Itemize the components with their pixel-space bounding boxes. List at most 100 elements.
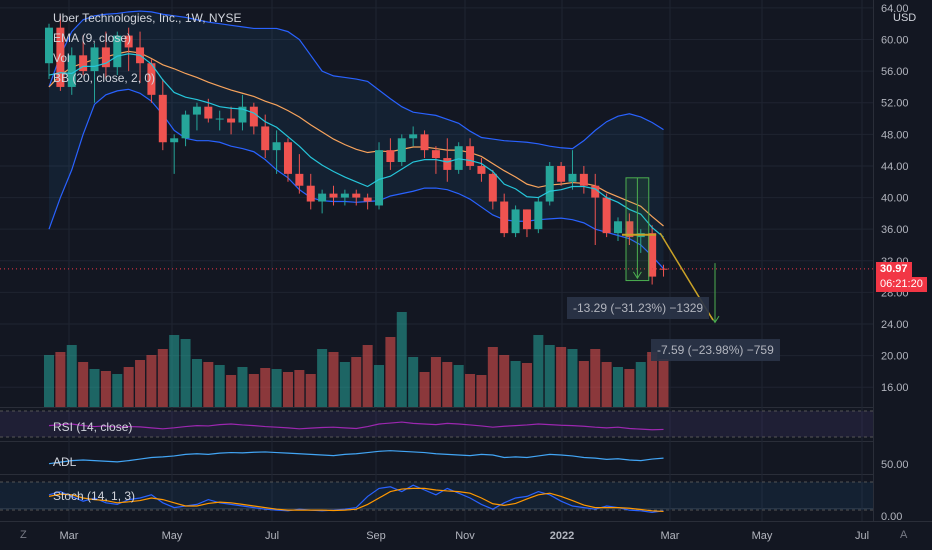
candle[interactable]: [215, 118, 224, 120]
stoch-pane-label[interactable]: Stoch (14, 1, 3): [53, 489, 136, 503]
candle[interactable]: [306, 185, 315, 202]
y-tick-label: 24.00: [881, 319, 909, 331]
stoch-k-line: [48, 484, 664, 514]
volume-bar: [214, 365, 225, 407]
volume-bar: [100, 371, 111, 407]
candle[interactable]: [283, 142, 292, 174]
candle[interactable]: [204, 106, 213, 119]
candle[interactable]: [625, 221, 634, 238]
x-tick-label: Jul: [855, 530, 869, 542]
measure-arrow-head: [632, 271, 642, 280]
candle[interactable]: [466, 146, 475, 166]
volume-bar: [237, 367, 248, 407]
x-tick-label: Jul: [265, 530, 279, 542]
x-tick-label: May: [752, 530, 773, 542]
y-tick-label: 36.00: [881, 224, 909, 236]
candle[interactable]: [170, 138, 179, 143]
candle[interactable]: [79, 55, 88, 72]
candle[interactable]: [522, 209, 531, 230]
volume-bar: [476, 375, 487, 407]
volume-bar: [658, 359, 669, 407]
volume-bar: [328, 352, 339, 407]
last-price-badge: 30.97: [876, 262, 912, 277]
volume-bar: [294, 370, 305, 407]
volume-bar: [169, 335, 180, 407]
candle[interactable]: [56, 27, 65, 87]
candle[interactable]: [67, 55, 76, 87]
chart-title: Uber Technologies, Inc., 1W, NYSE: [53, 11, 242, 25]
volume-bar: [487, 347, 498, 407]
candle[interactable]: [386, 150, 395, 163]
candle[interactable]: [557, 165, 566, 182]
stoch-tick-label: 0.00: [881, 511, 902, 523]
legend-bb[interactable]: BB (20, close, 2, 0): [53, 71, 156, 85]
candle[interactable]: [124, 35, 133, 48]
candle[interactable]: [375, 150, 384, 206]
bar-countdown: 06:21:20: [876, 277, 927, 292]
candle[interactable]: [181, 114, 190, 139]
candle[interactable]: [261, 126, 270, 151]
candle[interactable]: [659, 268, 668, 270]
adl-pane-label[interactable]: ADL: [53, 455, 77, 469]
candle[interactable]: [602, 197, 611, 234]
candle[interactable]: [568, 173, 577, 182]
candle[interactable]: [511, 209, 520, 234]
candle[interactable]: [579, 173, 588, 186]
candle[interactable]: [45, 27, 53, 64]
auto-scale-toggle[interactable]: A: [900, 529, 908, 541]
currency-label[interactable]: USD: [893, 12, 917, 24]
volume-bar: [374, 365, 385, 407]
candle[interactable]: [352, 193, 361, 198]
candle[interactable]: [454, 146, 463, 170]
candle[interactable]: [295, 173, 304, 186]
candle[interactable]: [238, 106, 247, 123]
volume-bar: [157, 349, 168, 407]
candle[interactable]: [227, 118, 236, 123]
volume-bar: [385, 337, 396, 407]
candle[interactable]: [591, 185, 600, 198]
candle[interactable]: [158, 94, 167, 143]
legend-vol[interactable]: Vol: [53, 51, 70, 65]
volume-bar: [613, 367, 623, 407]
volume-bar: [203, 362, 214, 407]
candle[interactable]: [443, 158, 452, 170]
candle[interactable]: [420, 134, 429, 151]
candle[interactable]: [272, 142, 281, 151]
volume-bar: [180, 339, 191, 407]
candle[interactable]: [488, 173, 497, 202]
stoch-tick-label: 50.00: [881, 459, 909, 471]
candle[interactable]: [249, 106, 258, 127]
candle[interactable]: [397, 138, 406, 163]
candle[interactable]: [648, 233, 657, 277]
candle[interactable]: [340, 193, 349, 198]
volume-bar: [89, 369, 100, 407]
candle[interactable]: [113, 35, 122, 68]
volume-bar: [590, 349, 601, 407]
candle[interactable]: [477, 165, 486, 174]
candle[interactable]: [363, 197, 372, 202]
candle[interactable]: [431, 150, 440, 159]
y-tick-label: 64.00: [881, 3, 909, 15]
candle[interactable]: [409, 134, 418, 139]
candle[interactable]: [101, 47, 110, 68]
candle[interactable]: [545, 165, 554, 202]
candle[interactable]: [318, 193, 327, 202]
volume-bar: [248, 374, 259, 407]
candle[interactable]: [192, 106, 201, 115]
candle[interactable]: [329, 193, 338, 198]
candle[interactable]: [90, 47, 99, 72]
ema9-line: [48, 53, 664, 238]
volume-bar: [305, 374, 316, 407]
measure-label-2[interactable]: -7.59 (−23.98%) −759: [651, 339, 780, 361]
volume-bar: [408, 357, 419, 407]
candle[interactable]: [534, 201, 543, 230]
candle[interactable]: [147, 63, 156, 95]
candle[interactable]: [500, 201, 509, 234]
measure-label-1[interactable]: -13.29 (−31.23%) −1329: [567, 297, 710, 319]
timezone-toggle[interactable]: Z: [20, 529, 27, 541]
legend-ema[interactable]: EMA (9, close): [53, 31, 132, 45]
rsi-pane-label[interactable]: RSI (14, close): [53, 420, 133, 434]
volume-bar: [419, 372, 430, 407]
candle[interactable]: [614, 221, 622, 234]
